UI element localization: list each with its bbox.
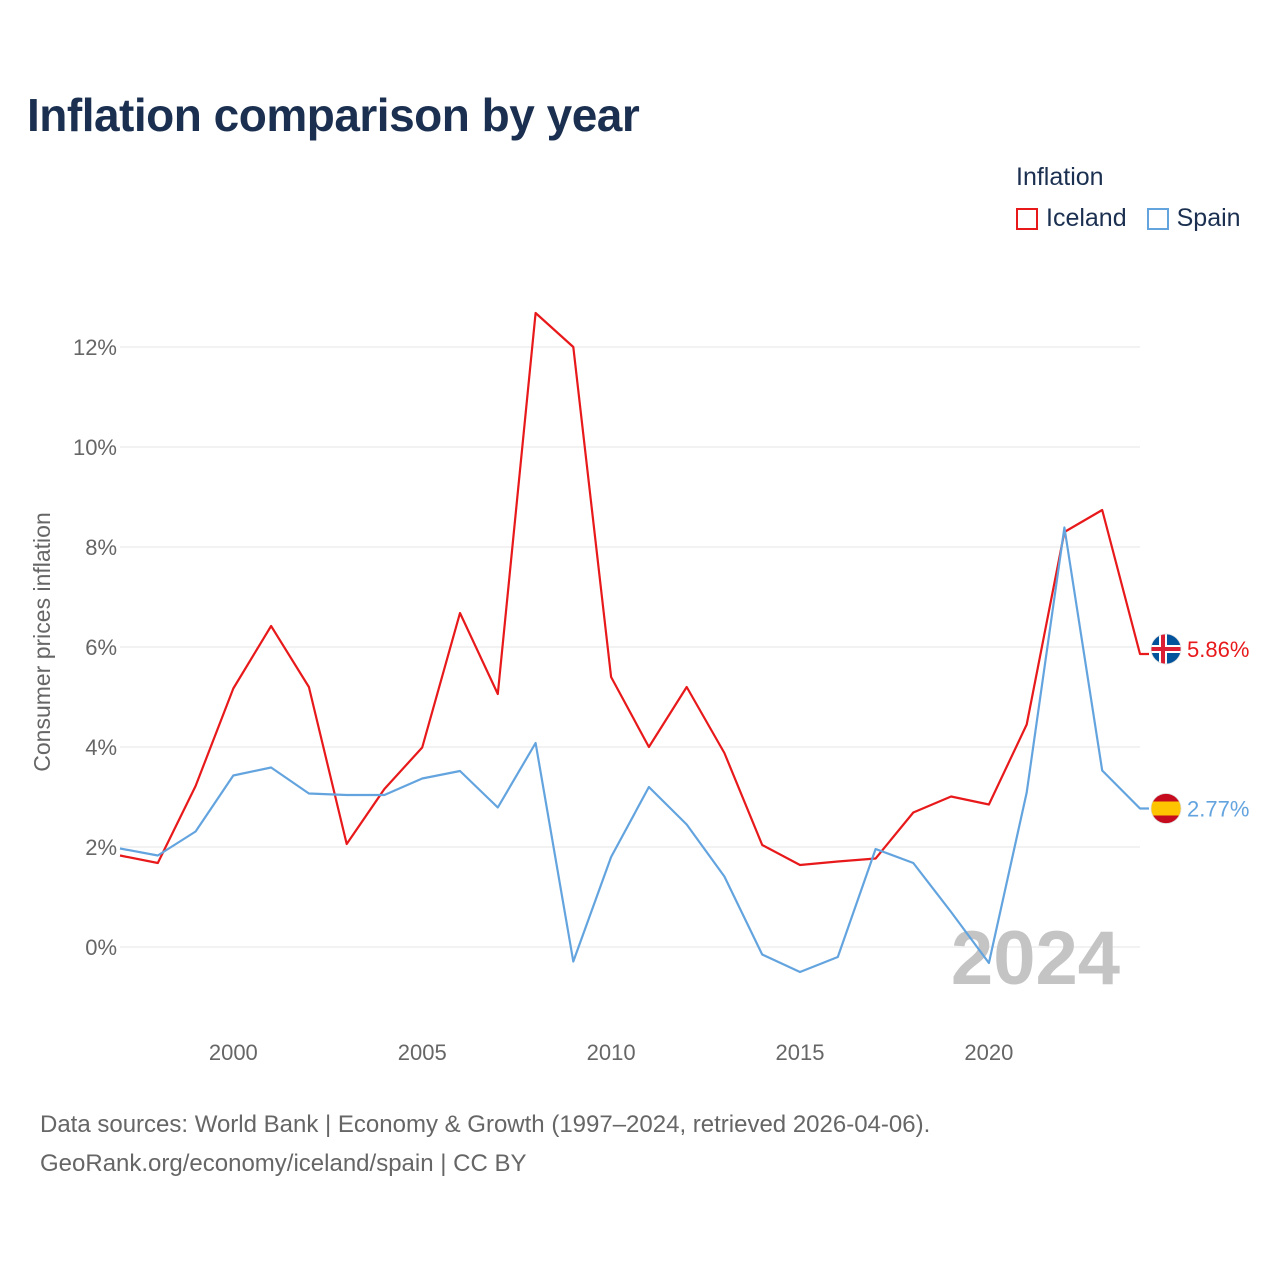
- chart-title: Inflation comparison by year: [27, 89, 640, 141]
- footer-link[interactable]: GeoRank.org/economy/iceland/spain | CC B…: [40, 1150, 527, 1177]
- y-tick-label: 8%: [85, 535, 117, 560]
- iceland-flag-icon: [1150, 633, 1182, 665]
- legend-items: Iceland Spain: [1016, 204, 1241, 233]
- legend-label-iceland: Iceland: [1046, 204, 1127, 232]
- legend-item-iceland[interactable]: Iceland: [1016, 204, 1127, 233]
- series-line-spain[interactable]: [119, 526, 1149, 974]
- current-year-watermark: 2024: [951, 916, 1120, 1001]
- legend-item-spain[interactable]: Spain: [1146, 204, 1241, 233]
- legend-swatch-spain: [1146, 207, 1169, 230]
- y-axis-label: Consumer prices inflation: [29, 512, 55, 772]
- x-tick-label: 2005: [398, 1040, 447, 1065]
- end-label-iceland: 5.86%: [1187, 637, 1249, 662]
- y-tick-label: 2%: [85, 835, 117, 860]
- y-tick-label: 0%: [85, 935, 117, 960]
- x-tick-label: 2000: [209, 1040, 258, 1065]
- x-tick-label: 2010: [587, 1040, 636, 1065]
- legend-swatch-iceland: [1016, 207, 1038, 230]
- series-line-iceland[interactable]: [119, 311, 1149, 867]
- legend-title: Inflation: [1016, 163, 1104, 191]
- x-axis-ticks: 2000 2005 2010 2015 2020: [209, 1040, 1014, 1065]
- footer: Data sources: World Bank | Economy & Gro…: [40, 1105, 930, 1183]
- y-axis-ticks: 0% 2% 4% 6% 8% 10% 12%: [73, 335, 117, 960]
- x-tick-label: 2015: [776, 1040, 825, 1065]
- x-tick-label: 2020: [964, 1040, 1013, 1065]
- series-end-labels: 5.86% 2.77%: [1150, 633, 1249, 824]
- y-tick-label: 12%: [73, 335, 117, 360]
- gridlines: [120, 346, 1140, 948]
- y-tick-label: 10%: [73, 435, 117, 460]
- footer-sources: Data sources: World Bank | Economy & Gro…: [40, 1111, 931, 1138]
- legend: Inflation Iceland Spain: [1016, 162, 1241, 233]
- series-lines: [119, 311, 1149, 974]
- y-tick-label: 6%: [85, 635, 117, 660]
- legend-label-spain: Spain: [1176, 204, 1241, 232]
- y-tick-label: 4%: [85, 735, 117, 760]
- end-label-spain: 2.77%: [1187, 797, 1249, 822]
- spain-flag-icon: [1150, 793, 1182, 824]
